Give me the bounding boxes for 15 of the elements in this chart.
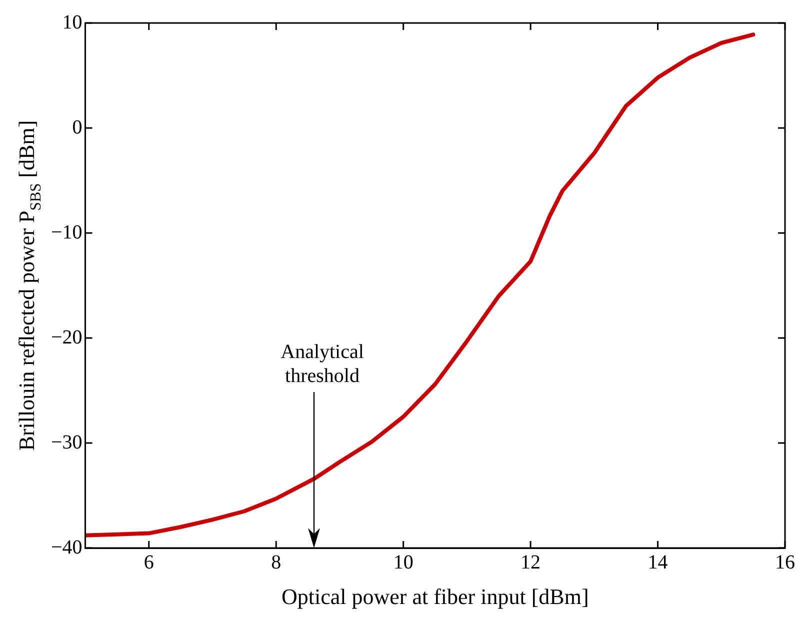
y-tick-label: −10 <box>51 221 82 244</box>
y-tick-label: −30 <box>51 431 82 454</box>
ref-line-label: Analytical threshold <box>280 341 364 387</box>
x-tick-label: 10 <box>393 551 414 574</box>
x-tick-label: 6 <box>144 551 154 574</box>
y-axis-title: Brillouin reflected power PSBS [dBm] <box>14 120 45 451</box>
y-tick-label: −40 <box>51 536 82 558</box>
x-tick-label: 12 <box>520 551 541 574</box>
y-tick-label: 10 <box>62 11 82 34</box>
x-tick-label: 16 <box>775 551 795 574</box>
x-tick-label: 14 <box>648 551 668 574</box>
x-axis-title: Optical power at fiber input [dBm] <box>281 584 589 609</box>
x-tick-label: 8 <box>271 551 282 574</box>
y-tick-label: −20 <box>51 326 82 348</box>
y-tick-label: 0 <box>72 116 82 138</box>
